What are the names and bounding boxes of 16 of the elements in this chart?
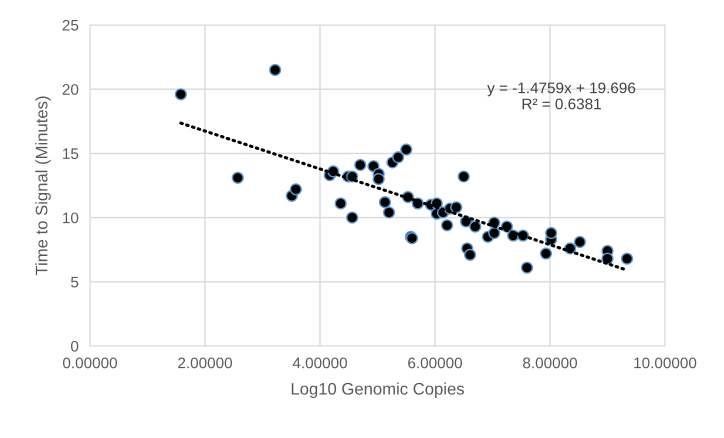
x-tick-label: 4.00000 [292,358,348,368]
y-tick-label: 0 [70,340,78,352]
y-axis-title: Time to Signal (Minutes) [35,96,51,276]
y-tick-label: 10 [63,212,78,224]
annotation: R² = 0.6381 [522,98,601,110]
y-tick-label: 5 [71,276,78,288]
x-tick-label: 0.00000 [62,358,118,368]
x-tick-label: 8.00000 [523,358,578,368]
x-tick-label: 10.00000 [634,358,696,368]
y-tick-label: 15 [63,148,78,160]
annotation: y = -1.4759x + 19.696 [487,82,636,96]
x-axis-title: Log10 Genomic Copies [292,382,464,398]
y-tick-label: 25 [62,20,78,31]
x-tick-label: 6.00000 [408,358,462,368]
x-tick-label: 2.00000 [178,358,232,368]
y-tick-label: 20 [62,84,78,95]
